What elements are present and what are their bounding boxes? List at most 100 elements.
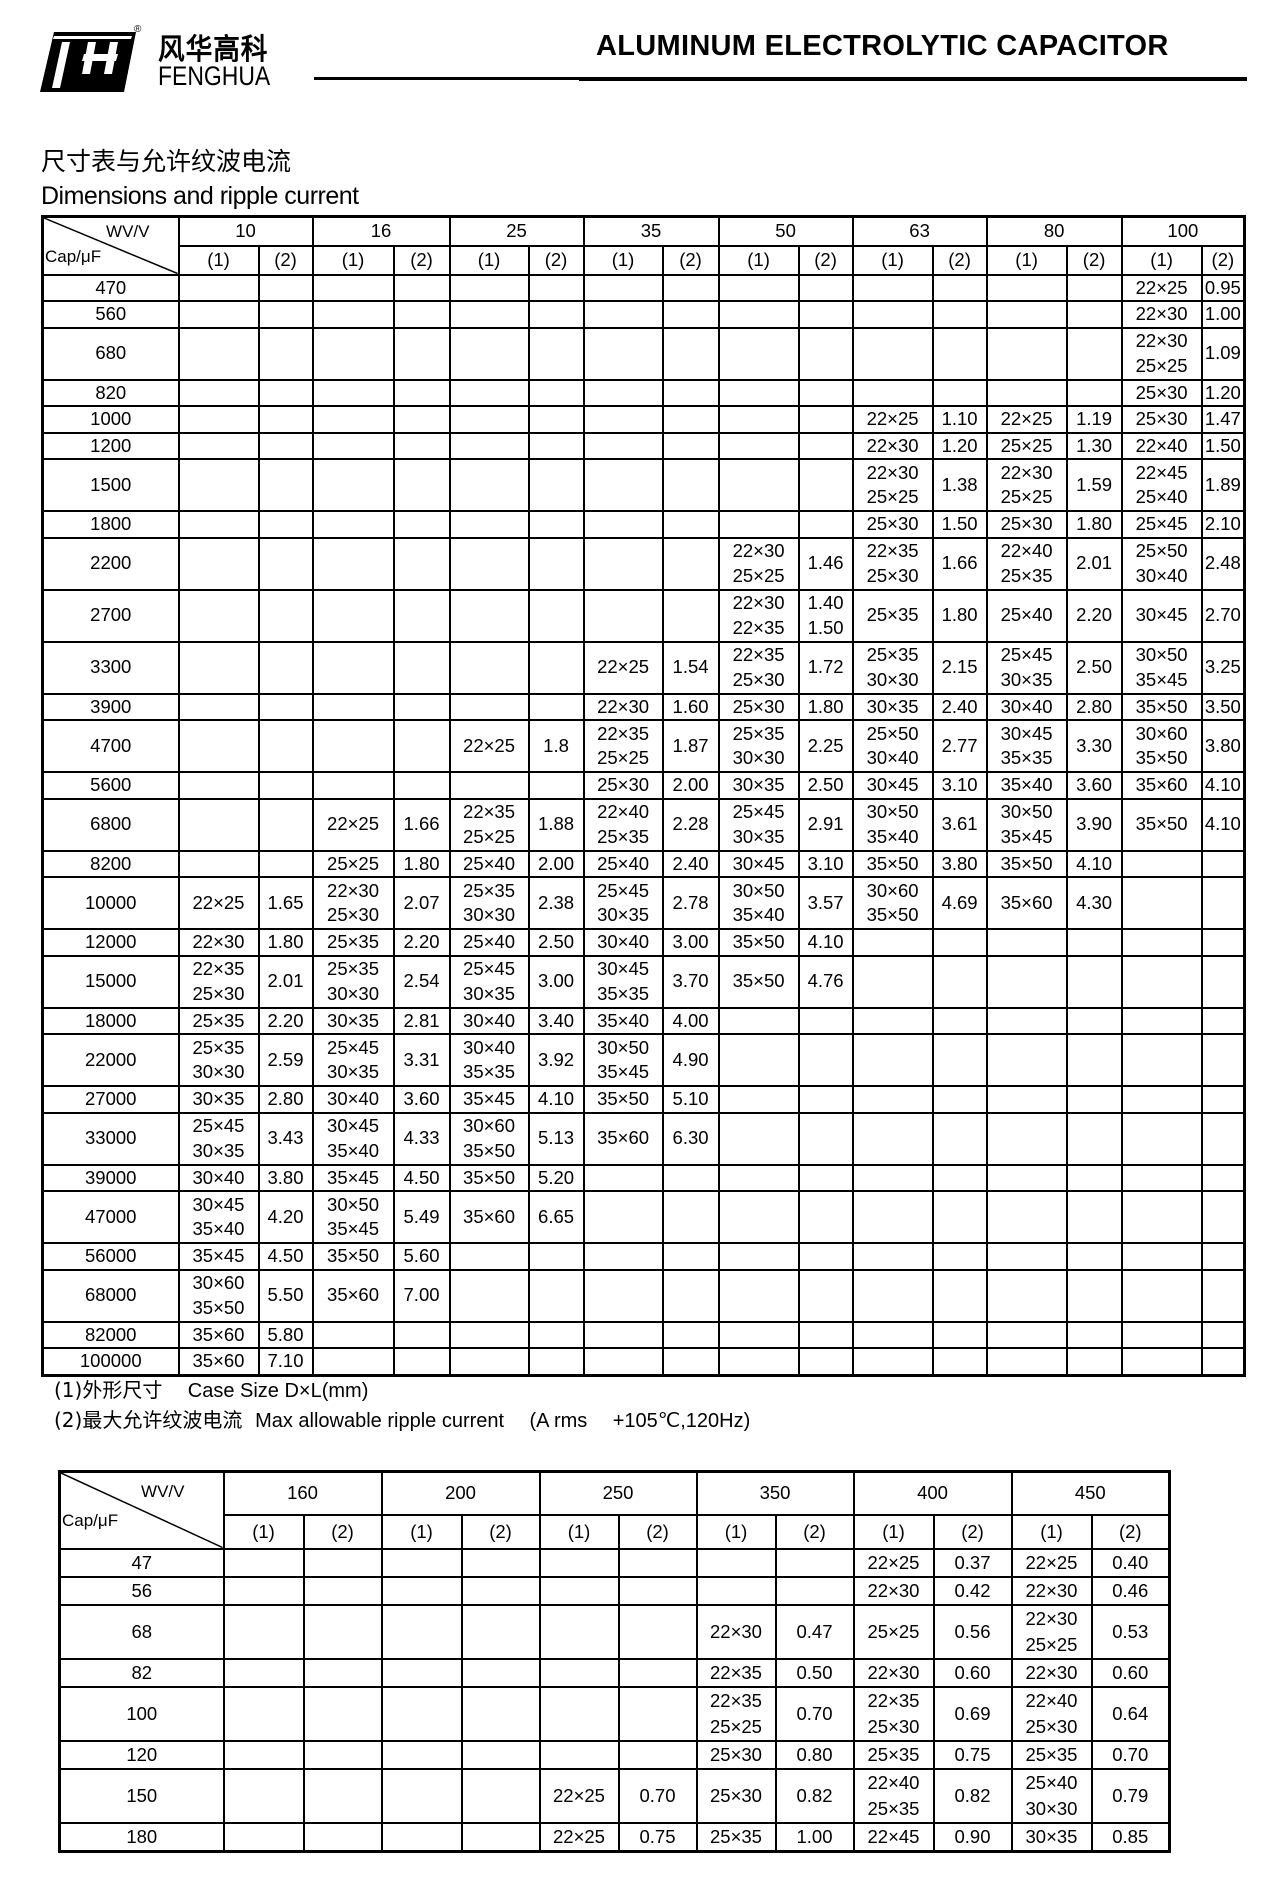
ripple-current-cell <box>392 1320 451 1349</box>
case-size-cell: 30×60 35×50 <box>1120 719 1203 773</box>
ripple-current-cell <box>1200 1163 1246 1192</box>
wv-label: WV/V <box>141 1482 185 1501</box>
ripple-current-cell <box>1200 1033 1246 1087</box>
ripple-current-cell: 2.77 <box>931 719 988 773</box>
ripple-current-cell <box>617 1547 698 1578</box>
case-size-cell: 25×35 <box>695 1821 777 1852</box>
case-size-cell <box>448 431 530 460</box>
case-size-header: (1) <box>582 244 664 276</box>
ripple-current-cell: 2.28 <box>661 797 720 852</box>
ripple-current-cell <box>617 1603 698 1660</box>
table-row: 100000 35×60 7.10 <box>41 1347 1246 1376</box>
case-size-cell <box>985 1085 1068 1114</box>
case-size-cell <box>582 326 664 381</box>
ripple-current-cell: 2.01 <box>257 954 314 1009</box>
ripple-current-cell: 1.30 <box>1065 431 1123 460</box>
ripple-current-cell <box>931 1111 988 1166</box>
case-size-cell <box>582 1268 664 1323</box>
ripple-current-cell: 2.20 <box>257 1006 314 1035</box>
case-size-cell: 22×35 25×30 <box>717 640 800 695</box>
ripple-current-cell <box>257 405 314 434</box>
header-row-subcolumns: (1) (2) (1) (2) (1) (2) (1) (2) (1) (2) (1) (2) <box>60 1513 1171 1550</box>
ripple-current-header: (2) <box>1090 1513 1171 1550</box>
case-size-cell: 35×50 <box>717 954 800 1009</box>
dimensions-table-high-voltage: WV/V Cap/μF 160 200 250 350 400 450 (1) (2) (1) (2)… <box>58 1470 1171 1853</box>
ripple-current-cell: 3.61 <box>931 797 988 852</box>
ripple-current-cell <box>527 1347 585 1376</box>
ripple-current-cell: 0.82 <box>932 1767 1013 1824</box>
ripple-current-cell: 2.10 <box>1200 510 1246 539</box>
voltage-header: 160 <box>222 1470 383 1516</box>
case-size-cell <box>311 300 395 329</box>
note1-text: Case Size D×L(mm) <box>187 1380 369 1402</box>
ripple-current-cell: 2.15 <box>931 640 988 695</box>
ripple-current-cell: 0.82 <box>774 1767 855 1824</box>
ripple-current-cell <box>797 1111 854 1166</box>
note2-unit: (A rms <box>529 1410 588 1432</box>
case-size-cell <box>177 405 260 434</box>
ripple-current-cell <box>931 300 988 329</box>
ripple-current-header: (2) <box>302 1513 383 1550</box>
ripple-current-cell <box>661 1163 720 1192</box>
case-size-cell <box>985 928 1068 957</box>
ripple-current-cell: 4.90 <box>661 1033 720 1087</box>
header-row-voltage: WV/V Cap/μF 10 16 25 35 50 63 80 100 <box>41 215 1246 276</box>
ripple-current-cell: 2.40 <box>931 692 988 721</box>
capacitance-cell: 8200 <box>41 849 180 878</box>
case-size-cell <box>1120 1085 1203 1114</box>
case-size-cell <box>1120 1033 1203 1087</box>
case-size-cell <box>538 1685 620 1742</box>
case-size-cell: 25×35 <box>852 1739 935 1770</box>
ripple-current-cell <box>257 588 314 643</box>
case-size-cell: 22×35 25×25 <box>448 797 530 852</box>
ripple-current-cell: 0.69 <box>932 1685 1013 1742</box>
voltage-header: 10 <box>177 215 314 247</box>
ripple-current-cell: 3.60 <box>392 1085 451 1114</box>
case-size-header: (1) <box>448 244 530 276</box>
ripple-current-cell: 2.00 <box>661 771 720 800</box>
ripple-current-cell <box>257 273 314 302</box>
ripple-current-cell <box>392 719 451 773</box>
case-size-cell: 25×45 30×35 <box>448 954 530 1009</box>
ripple-current-cell <box>661 510 720 539</box>
case-size-cell <box>851 1347 934 1376</box>
table-row: 1000 22×25 1.10 22×25 1.19 25×30 1.47 <box>41 405 1246 434</box>
ripple-current-cell: 1.8 <box>527 719 585 773</box>
ripple-current-cell: 0.70 <box>774 1685 855 1742</box>
ripple-current-cell: 3.90 <box>1065 797 1123 852</box>
ripple-current-cell: 1.72 <box>797 640 854 695</box>
case-size-cell: 22×40 25×30 <box>1010 1685 1093 1742</box>
capacitance-cell: 1000 <box>41 405 180 434</box>
table-row: 33000 25×45 30×35 3.43 30×45 35×40 4.33 30×60… <box>41 1111 1246 1166</box>
table-row: 39000 30×40 3.80 35×45 4.50 35×50 5.20 <box>41 1163 1246 1192</box>
case-size-cell: 22×25 <box>852 1547 935 1578</box>
ripple-current-cell <box>931 1190 988 1244</box>
case-size-cell: 30×40 <box>177 1163 260 1192</box>
case-size-cell <box>851 1190 934 1244</box>
case-size-cell: 22×45 <box>852 1821 935 1852</box>
table-row: 68000 30×60 35×50 5.50 35×60 7.00 <box>41 1268 1246 1323</box>
case-size-cell <box>538 1575 620 1606</box>
case-size-cell <box>380 1685 463 1742</box>
case-size-cell: 25×30 <box>582 771 664 800</box>
case-size-cell <box>695 1547 777 1578</box>
ripple-current-cell <box>392 405 451 434</box>
case-size-cell: 22×25 <box>177 876 260 930</box>
case-size-cell: 25×45 30×35 <box>582 876 664 930</box>
case-size-cell: 22×35 25×25 <box>582 719 664 773</box>
ripple-current-cell <box>1200 954 1246 1009</box>
case-size-cell <box>582 536 664 591</box>
ripple-current-cell <box>527 458 585 512</box>
case-size-cell: 25×40 <box>448 849 530 878</box>
case-size-cell <box>538 1657 620 1688</box>
ripple-current-cell <box>931 1268 988 1323</box>
ripple-current-cell <box>392 536 451 591</box>
ripple-current-cell <box>392 300 451 329</box>
case-size-cell: 35×40 <box>985 771 1068 800</box>
capacitance-cell: 1800 <box>41 510 180 539</box>
case-size-cell: 30×40 <box>448 1006 530 1035</box>
table-row: 120 25×30 0.80 25×35 0.75 25×35 0.70 <box>58 1739 1171 1770</box>
ripple-current-cell: 3.50 <box>1200 692 1246 721</box>
note2-text: Max allowable ripple current <box>255 1410 505 1432</box>
ripple-current-cell: 3.60 <box>1065 771 1123 800</box>
